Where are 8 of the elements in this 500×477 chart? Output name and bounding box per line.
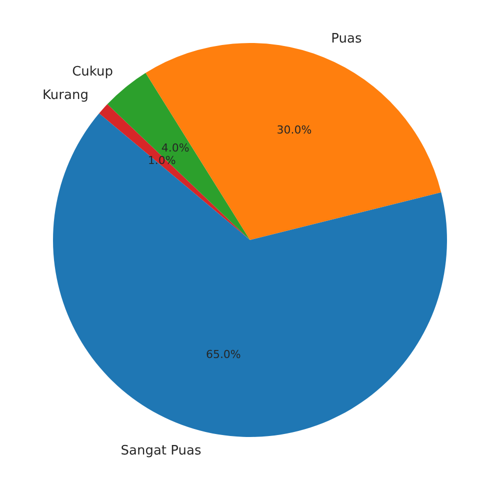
slice-label: Sangat Puas [120,444,202,459]
data-label: 30.0% [276,123,312,136]
data-label: 4.0% [161,141,190,154]
data-label: 65.0% [206,348,241,362]
slice-label: Cukup [72,64,114,80]
slice-label: Kurang [42,88,88,103]
slice-label: Puas [331,31,362,46]
data-label: 1.0% [148,154,176,168]
